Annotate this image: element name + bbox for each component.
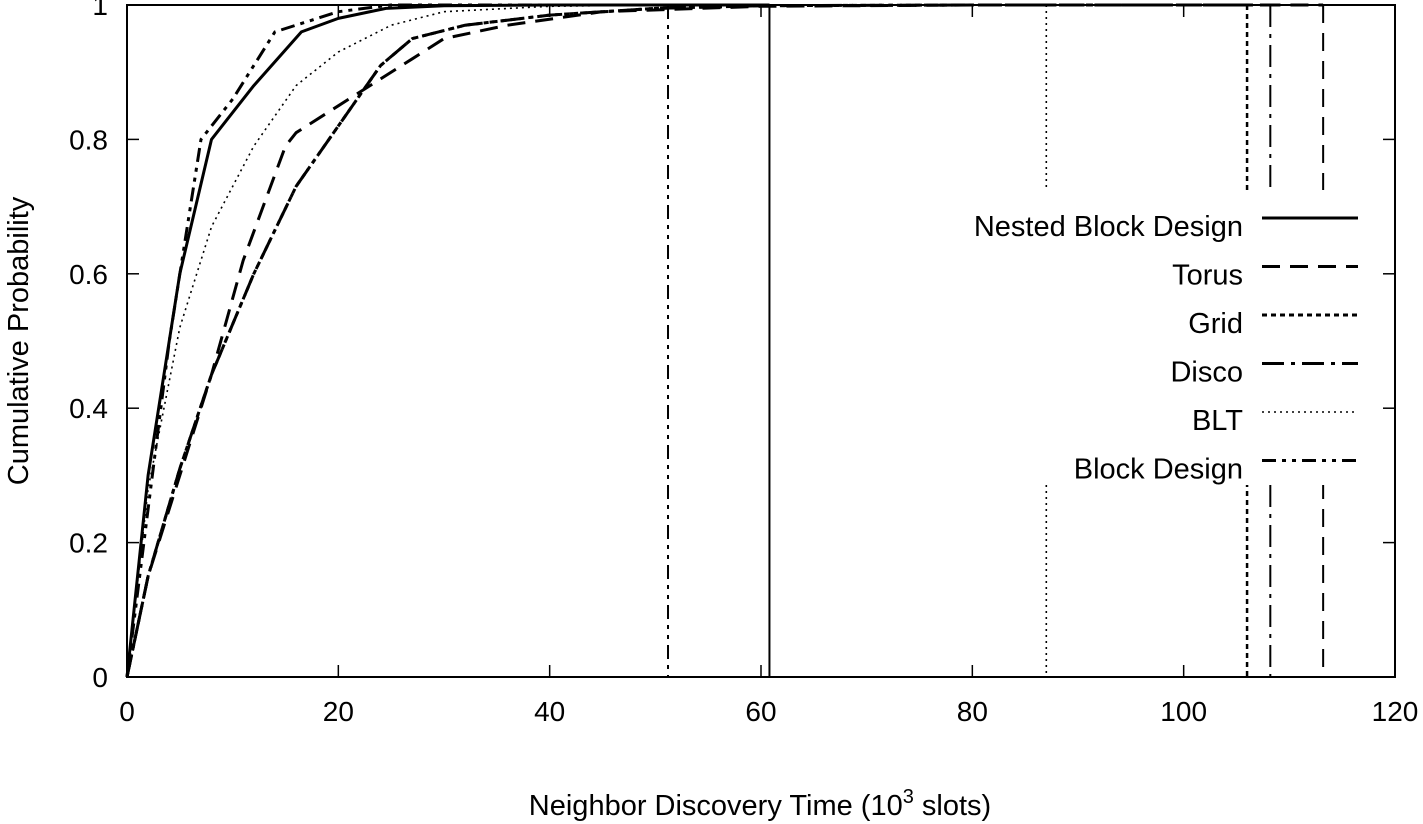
- x-axis-label-main: Neighbor Discovery Time (10: [529, 790, 903, 822]
- y-tick-label: 0.8: [69, 124, 108, 155]
- x-tick-label: 60: [745, 696, 776, 727]
- x-tick-label: 40: [534, 696, 565, 727]
- y-tick-label: 0: [92, 662, 108, 693]
- x-axis-ticks: 0 20 40 60 80 100 120: [119, 5, 1418, 727]
- y-tick-label: 1: [92, 0, 108, 21]
- series-line-nested-block-design: [125, 3, 770, 678]
- series-line-disco: [125, 3, 1271, 678]
- x-tick-label: 0: [119, 696, 135, 727]
- x-tick-label: 120: [1372, 696, 1419, 727]
- y-tick-label: 0.2: [69, 528, 108, 559]
- x-axis-label-superscript: 3: [903, 786, 914, 808]
- series-line-grid: [125, 3, 1248, 678]
- legend: Nested Block Design Torus Grid Disco BLT Bloc…: [900, 190, 1380, 486]
- legend-label: Block Design: [1074, 454, 1243, 486]
- y-axis-label: Cumulative Probability: [3, 196, 35, 485]
- x-tick-label: 80: [957, 696, 988, 727]
- legend-label: BLT: [1192, 405, 1243, 437]
- series-line-blt: [126, 4, 1047, 678]
- x-tick-label: 100: [1160, 696, 1207, 727]
- series-line-block-design: [125, 3, 668, 678]
- legend-label: Grid: [1188, 308, 1243, 340]
- y-axis-ticks: 0 0.2 0.4 0.6 0.8 1: [69, 0, 1395, 693]
- legend-background: [900, 190, 1380, 485]
- legend-label: Torus: [1172, 260, 1243, 292]
- x-tick-label: 20: [323, 696, 354, 727]
- y-tick-label: 0.4: [69, 393, 108, 424]
- x-axis-label-tail: slots): [914, 790, 991, 822]
- series-lines: [125, 3, 1324, 678]
- legend-label: Disco: [1170, 357, 1243, 389]
- y-tick-label: 0.6: [69, 259, 108, 290]
- x-axis-label: Neighbor Discovery Time (103 slots): [529, 786, 991, 822]
- legend-label: Nested Block Design: [974, 211, 1243, 243]
